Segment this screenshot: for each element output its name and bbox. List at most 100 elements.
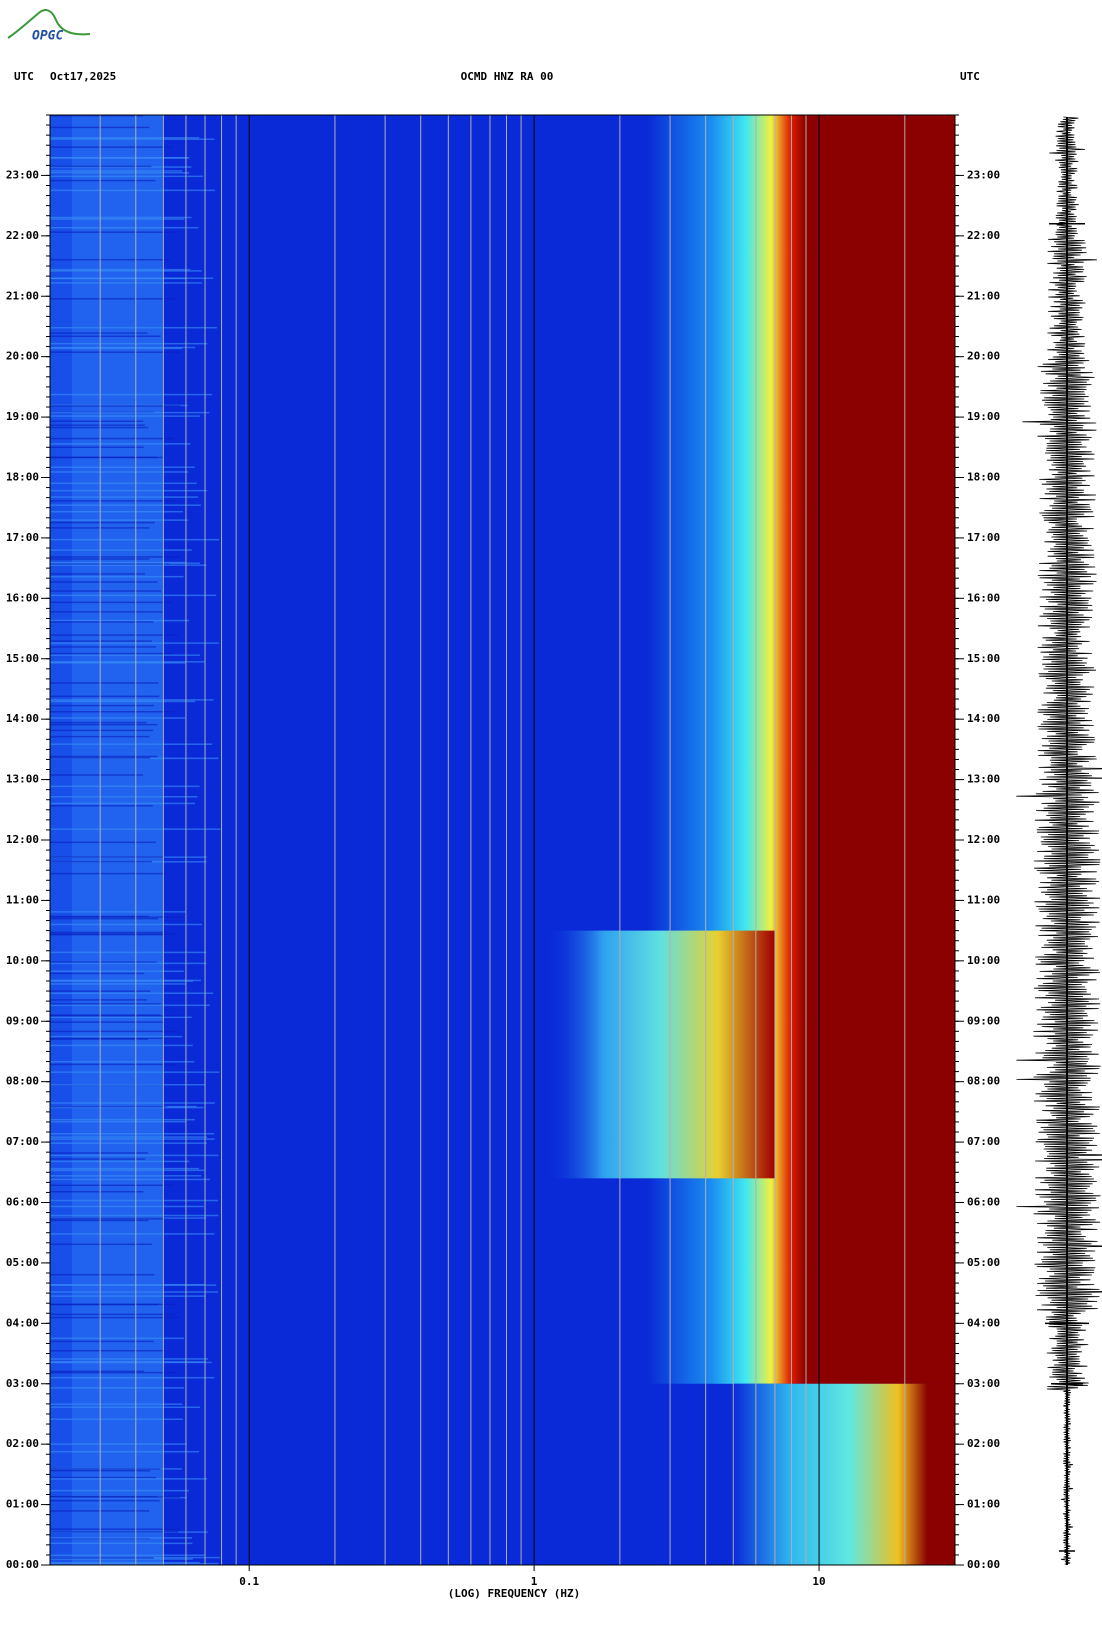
streak xyxy=(50,872,167,875)
streak xyxy=(50,1214,219,1217)
streak xyxy=(50,426,149,429)
y-tick-label: 17:00 xyxy=(6,531,39,544)
streak xyxy=(50,1337,185,1340)
streak xyxy=(50,911,186,913)
streak xyxy=(50,999,147,1001)
streak xyxy=(50,335,161,337)
streak xyxy=(50,1136,207,1138)
streak xyxy=(50,218,185,220)
high-freq-energy xyxy=(806,115,955,1384)
y-tick-label: 16:00 xyxy=(6,591,39,604)
streak xyxy=(50,856,165,858)
streak xyxy=(50,1205,204,1208)
streak xyxy=(50,1273,155,1276)
streak xyxy=(50,1403,183,1405)
streak xyxy=(50,1387,185,1389)
y-tick-label: 14:00 xyxy=(6,712,39,725)
streak xyxy=(50,682,159,684)
y-tick-label: 15:00 xyxy=(967,652,1000,665)
streak xyxy=(50,1361,212,1364)
streak xyxy=(50,1443,188,1445)
y-tick-label: 18:00 xyxy=(967,471,1000,484)
y-tick-label: 01:00 xyxy=(967,1498,1000,1511)
streak xyxy=(50,611,164,613)
streak xyxy=(50,933,165,936)
streak xyxy=(50,1118,195,1121)
night-band xyxy=(927,1383,955,1565)
streak xyxy=(50,504,201,506)
streak xyxy=(50,1316,180,1319)
streak xyxy=(50,575,184,578)
y-tick-label: 22:00 xyxy=(967,229,1000,242)
streak xyxy=(50,231,179,233)
streak xyxy=(50,1083,206,1086)
streak xyxy=(50,1376,215,1379)
streak xyxy=(50,1160,190,1163)
streak xyxy=(50,1102,215,1104)
y-tick-label: 16:00 xyxy=(967,591,1000,604)
streak xyxy=(50,721,147,724)
streak xyxy=(50,1169,205,1172)
y-tick-label: 19:00 xyxy=(967,410,1000,423)
streak xyxy=(50,743,213,745)
streak xyxy=(50,226,199,229)
streak xyxy=(50,1295,206,1297)
streak xyxy=(50,1358,208,1360)
y-tick-label: 17:00 xyxy=(967,531,1000,544)
night-band xyxy=(733,1383,955,1565)
y-tick-label: 02:00 xyxy=(6,1437,39,1450)
y-tick-label: 00:00 xyxy=(6,1558,39,1571)
streak xyxy=(50,1061,195,1063)
streak xyxy=(50,137,200,139)
streak xyxy=(50,1120,187,1123)
streak xyxy=(50,923,202,926)
streak xyxy=(50,1218,165,1220)
streak xyxy=(50,443,191,445)
streak xyxy=(50,1219,149,1222)
streak xyxy=(50,1562,219,1565)
streak xyxy=(50,661,205,663)
streak xyxy=(50,1167,200,1170)
streak xyxy=(50,466,195,468)
streak xyxy=(50,1014,161,1016)
y-tick-label: 03:00 xyxy=(6,1377,39,1390)
y-tick-label: 13:00 xyxy=(6,773,39,786)
streak xyxy=(50,755,158,758)
event-band xyxy=(545,930,775,1179)
header-right: UTC xyxy=(960,70,980,83)
streak xyxy=(50,785,200,788)
y-tick-label: 04:00 xyxy=(6,1316,39,1329)
streak xyxy=(50,521,155,524)
streak xyxy=(50,1510,150,1512)
streak xyxy=(50,424,145,426)
date: Oct17,2025 xyxy=(50,70,116,83)
y-tick-label: 21:00 xyxy=(6,289,39,302)
streak xyxy=(50,1468,161,1470)
low-freq-band xyxy=(72,115,164,1565)
streak xyxy=(50,277,188,280)
streak xyxy=(50,1105,167,1108)
streak xyxy=(50,1499,160,1502)
streak xyxy=(50,1418,183,1420)
streak xyxy=(50,962,207,965)
streak xyxy=(50,931,167,934)
y-tick-label: 05:00 xyxy=(967,1256,1000,1269)
streak xyxy=(50,983,187,985)
streak xyxy=(50,489,208,492)
streak xyxy=(50,146,171,148)
streak xyxy=(50,1370,145,1373)
streak xyxy=(50,841,156,844)
y-tick-label: 08:00 xyxy=(967,1075,1000,1088)
streak xyxy=(50,717,186,719)
y-tick-label: 04:00 xyxy=(967,1316,1000,1329)
streak xyxy=(50,805,153,807)
chart-title: OCMD HNZ RA 00 xyxy=(461,70,554,83)
y-tick-label: 11:00 xyxy=(6,893,39,906)
streak xyxy=(50,1021,165,1023)
streak xyxy=(50,437,175,440)
logo-swoosh xyxy=(7,9,91,39)
streak xyxy=(50,1184,174,1187)
streak xyxy=(50,619,190,622)
streak xyxy=(50,1063,178,1066)
